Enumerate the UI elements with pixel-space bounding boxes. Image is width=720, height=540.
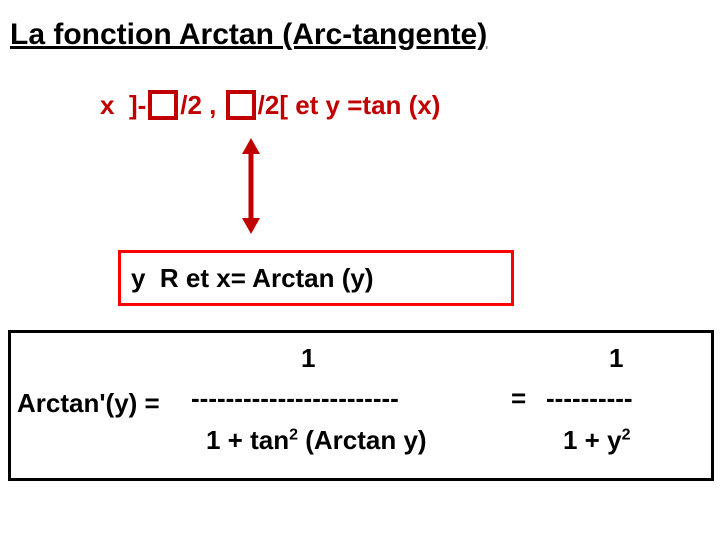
pi-box-1 xyxy=(148,90,178,120)
frac1-denominator: 1 + tan2 (Arctan y) xyxy=(206,425,427,456)
frac2-denominator: 1 + y2 xyxy=(563,425,630,456)
half-1: /2 , xyxy=(180,90,216,120)
den2-exp: 2 xyxy=(622,426,631,443)
inverse-text: y R et x= Arctan (y) xyxy=(131,263,374,294)
den1-post: (Arctan y) xyxy=(298,425,427,455)
frac1-numerator: 1 xyxy=(301,343,315,374)
double-arrow xyxy=(238,138,264,234)
frac1-bar: ------------------------ xyxy=(191,383,399,414)
den1-exp: 2 xyxy=(289,426,298,443)
derivative-lhs: Arctan'(y) = xyxy=(17,388,160,419)
half-2: /2[ xyxy=(258,90,288,120)
rest-2: R et x= Arctan (y) xyxy=(153,263,374,293)
frac2-numerator: 1 xyxy=(609,343,623,374)
inverse-box: y R et x= Arctan (y) xyxy=(118,250,514,306)
pi-box-2 xyxy=(226,90,256,120)
domain-line: x ]- /2 , /2[ et y =tan (x) xyxy=(100,90,440,122)
equals-sign: = xyxy=(511,383,526,414)
derivative-box: Arctan'(y) = 1 ------------------------ … xyxy=(8,330,714,481)
open-interval: ]- xyxy=(129,90,146,120)
x-symbol: x xyxy=(100,90,114,120)
den1-pre: 1 + tan xyxy=(206,425,289,455)
frac2-bar: ---------- xyxy=(546,383,633,414)
y-symbol: y xyxy=(131,263,145,293)
den2-pre: 1 + y xyxy=(563,425,622,455)
slide-title: La fonction Arctan (Arc-tangente) xyxy=(10,18,487,52)
rest-1: et y =tan (x) xyxy=(288,90,440,120)
